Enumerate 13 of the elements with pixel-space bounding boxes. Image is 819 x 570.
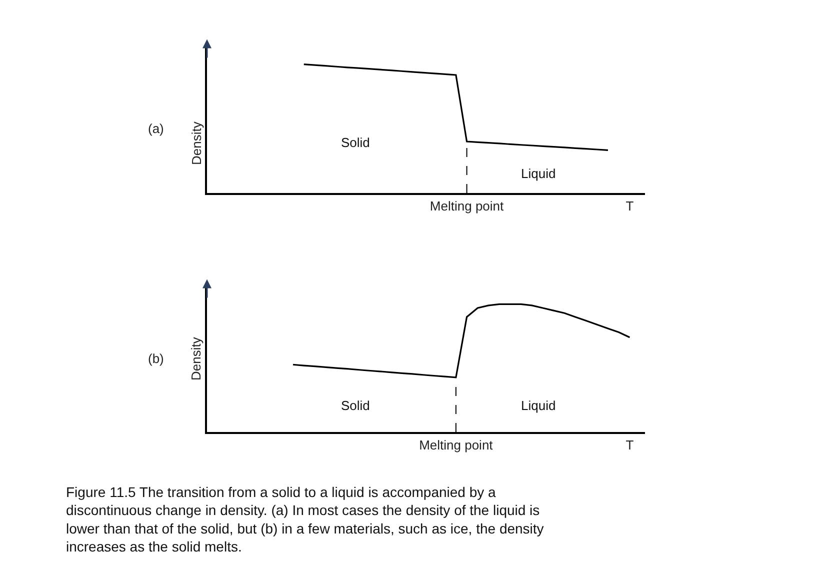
annotation: Solid xyxy=(341,135,370,150)
annotation: Solid xyxy=(341,398,370,413)
x-tick-label: T xyxy=(626,437,634,452)
y-axis-title: Density xyxy=(189,121,204,166)
text: (a) xyxy=(148,121,164,136)
y-axis-title: Density xyxy=(188,336,204,381)
x-tick-label: Melting point xyxy=(419,437,494,452)
x-tick-label: T xyxy=(626,198,634,214)
annotation: Liquid xyxy=(521,398,556,413)
text: (b) xyxy=(148,351,164,366)
x-tick-label: Melting point xyxy=(430,198,504,214)
caption: Figure 11.5 The transition from a solid to a liquid is accompanied by a discontinuous change in density. (a) In most cases the density of the liquid is lower than that of the solid, but (b) in a few materials, such as ice, the density increases as the solid melts. xyxy=(66,484,544,555)
annotation: Liquid xyxy=(521,166,556,181)
